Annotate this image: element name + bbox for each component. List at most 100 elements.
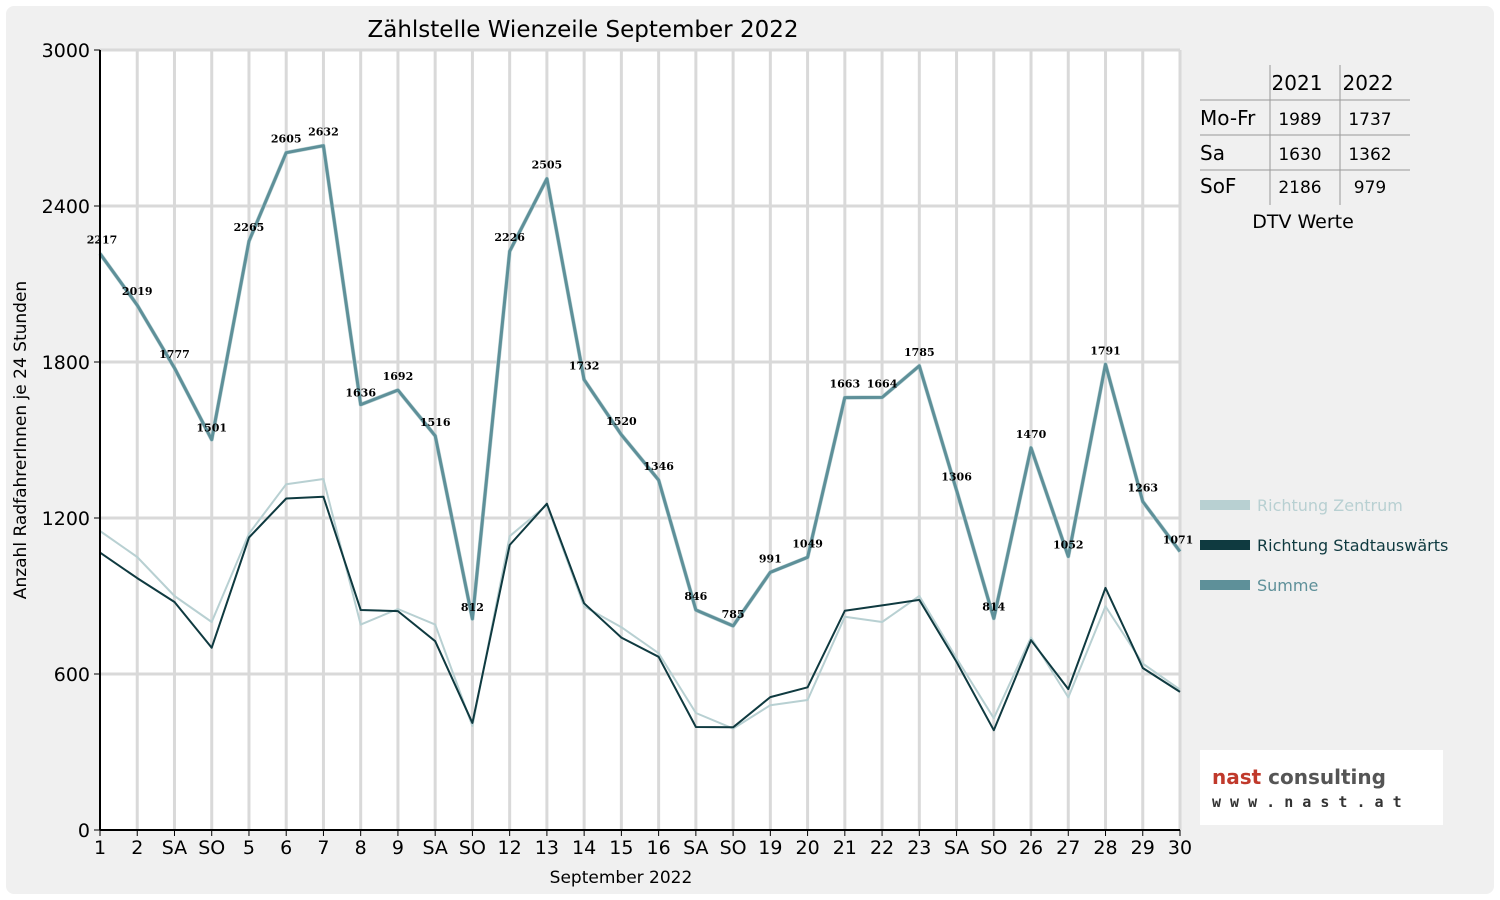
- data-label: 1777: [159, 348, 190, 361]
- data-label: 1470: [1016, 428, 1047, 441]
- x-tick-label: 1: [94, 837, 106, 859]
- x-ticks: 1 2 SA SO 5 6 7 8 9 SA SO 12 13 14 15 16 SA SO 19 20 21 22 23 S…: [94, 830, 1192, 859]
- data-label: 1663: [830, 378, 861, 391]
- x-tick-label: SO: [459, 837, 486, 859]
- x-tick-label: 16: [647, 837, 671, 859]
- x-tick-label: 28: [1093, 837, 1117, 859]
- data-label: 814: [982, 600, 1005, 613]
- data-label: 1732: [569, 360, 600, 373]
- data-label: 1049: [792, 537, 823, 550]
- data-label: 1501: [196, 422, 227, 435]
- legend-swatch: [1200, 500, 1250, 510]
- series-line: [99, 495, 1181, 732]
- legend-swatch: [1200, 580, 1250, 590]
- x-tick-label: SO: [980, 837, 1007, 859]
- data-label: 1306: [941, 470, 972, 483]
- grid: [100, 48, 1182, 830]
- x-tick-label: 8: [355, 837, 367, 859]
- legend: Richtung Zentrum Richtung Stadtauswärts …: [1200, 496, 1448, 595]
- legend-swatch: [1200, 540, 1250, 550]
- x-tick-label: 27: [1056, 837, 1080, 859]
- x-tick-label: 29: [1131, 837, 1155, 859]
- dtv-table: 2021 2022 Mo-Fr 1989 1737 Sa 1630 1362 S…: [1200, 65, 1410, 233]
- table-cell: 2186: [1278, 178, 1321, 198]
- table-row-label: SoF: [1200, 174, 1236, 198]
- data-label: 1692: [383, 370, 414, 383]
- data-label: 1346: [643, 460, 674, 473]
- data-label: 1791: [1090, 344, 1121, 357]
- data-label: 2605: [271, 133, 302, 146]
- x-tick-label: SA: [683, 837, 708, 859]
- x-axis-label: September 2022: [550, 868, 693, 888]
- table-cell: 979: [1354, 178, 1386, 198]
- table-cell: 1737: [1348, 110, 1391, 130]
- x-tick-label: SA: [422, 837, 447, 859]
- x-tick-label: SO: [720, 837, 747, 859]
- chart-title: Zählstelle Wienzeile September 2022: [367, 17, 798, 43]
- x-tick-label: 15: [609, 837, 633, 859]
- data-label: 1516: [420, 416, 451, 429]
- data-labels: 2217 2019 1777 1501 2265 2605 2632 1636 1692 1516…: [87, 126, 1194, 621]
- table-row-label: Sa: [1200, 141, 1225, 165]
- data-label: 1071: [1163, 534, 1194, 547]
- legend-label: Summe: [1257, 576, 1318, 595]
- x-tick-label: 13: [535, 837, 559, 859]
- x-tick-label: 12: [498, 837, 522, 859]
- legend-label: Richtung Zentrum: [1257, 496, 1403, 515]
- x-tick-label: SA: [162, 837, 187, 859]
- x-tick-label: 19: [758, 837, 782, 859]
- y-ticks: 0 600 1200 1800 2400 3000: [42, 40, 100, 842]
- data-label: 1263: [1127, 482, 1158, 495]
- data-label: 2632: [308, 126, 339, 139]
- x-tick-label: 9: [392, 837, 404, 859]
- plot-area: [100, 50, 1180, 830]
- data-label: 1052: [1053, 538, 1084, 551]
- legend-label: Richtung Stadtauswärts: [1257, 536, 1448, 555]
- data-label: 991: [759, 552, 782, 565]
- data-label: 2505: [532, 159, 563, 172]
- series-layer: [98, 143, 1182, 732]
- x-tick-label: 26: [1019, 837, 1043, 859]
- x-tick-label: 6: [280, 837, 292, 859]
- y-axis-label: Anzahl RadfahrerInnen je 24 Stunden: [11, 281, 31, 599]
- y-tick-label: 0: [78, 820, 90, 842]
- series-line: [98, 144, 1182, 628]
- y-tick-label: 600: [54, 664, 90, 686]
- x-tick-label: SA: [944, 837, 969, 859]
- logo-brand: nast consulting: [1212, 765, 1386, 789]
- data-label: 846: [684, 590, 707, 603]
- x-tick-label: 2: [131, 837, 143, 859]
- data-label: 2265: [234, 221, 265, 234]
- table-cell: 1989: [1278, 110, 1321, 130]
- y-tick-label: 1800: [42, 352, 90, 374]
- nast-logo: nast consulting w w w . n a s t . a t: [1200, 750, 1443, 825]
- logo-url: w w w . n a s t . a t: [1212, 793, 1402, 811]
- table-cell: 1362: [1348, 145, 1391, 165]
- data-label: 1785: [904, 346, 935, 359]
- x-tick-label: 21: [833, 837, 857, 859]
- logo-background: [1200, 750, 1443, 825]
- table-cell: 1630: [1278, 145, 1321, 165]
- x-tick-label: 23: [907, 837, 931, 859]
- series-line: [99, 478, 1181, 730]
- table-caption: DTV Werte: [1252, 211, 1354, 233]
- x-tick-label: 20: [795, 837, 819, 859]
- x-tick-label: 14: [572, 837, 596, 859]
- y-tick-label: 2400: [42, 196, 90, 218]
- y-tick-label: 3000: [42, 40, 90, 62]
- table-header-year: 2021: [1272, 71, 1323, 95]
- data-label: 812: [461, 601, 484, 614]
- table-row-label: Mo-Fr: [1200, 106, 1256, 130]
- data-label: 2226: [494, 231, 525, 244]
- data-label: 1520: [606, 415, 637, 428]
- x-tick-label: 22: [870, 837, 894, 859]
- x-tick-label: 5: [243, 837, 255, 859]
- data-label: 2019: [122, 285, 153, 298]
- x-tick-label: 7: [317, 837, 329, 859]
- x-tick-label: SO: [198, 837, 225, 859]
- y-tick-label: 1200: [42, 508, 90, 530]
- data-label: 1636: [345, 387, 376, 400]
- x-tick-label: 30: [1168, 837, 1192, 859]
- data-label: 2217: [87, 234, 118, 247]
